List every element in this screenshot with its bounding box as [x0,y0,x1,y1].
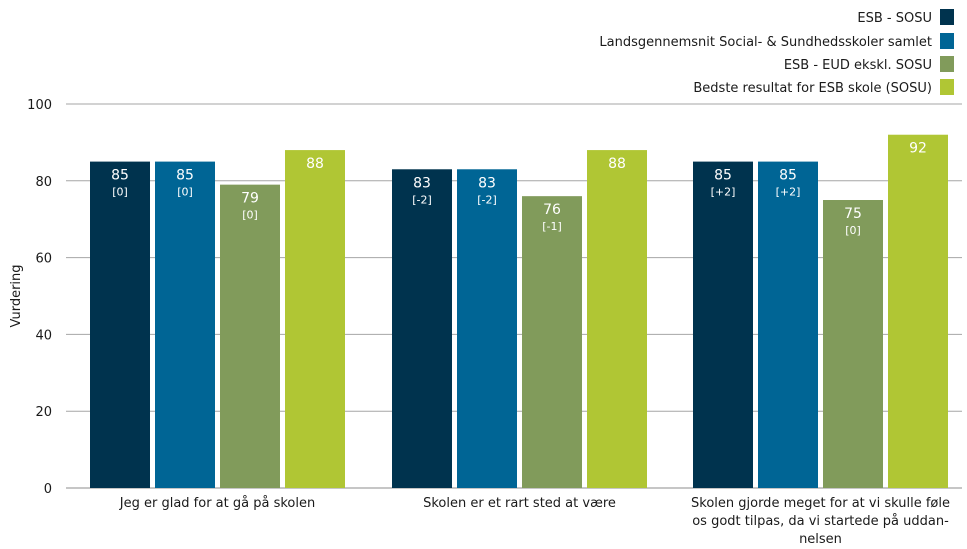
legend: ESB - SOSU Landsgennemsnit Social- & Sund… [599,9,954,96]
bar-value-label: 76 [543,202,561,218]
bar-value-label: 85 [111,168,129,184]
y-tick-label: 100 [27,98,52,113]
bar-delta-label: [-1] [542,220,562,233]
bar-delta-label: [0] [177,186,193,199]
bar [758,161,818,488]
bar [587,150,647,488]
legend-label: ESB - EUD ekskl. SOSU [784,58,932,73]
bar-delta-label: [-2] [412,193,432,206]
bar-delta-label: [0] [845,224,861,237]
bar [522,196,582,488]
bar-value-label: 79 [241,191,259,207]
y-axis-ticks: 0 20 40 60 80 100 [27,98,52,497]
bar-delta-label: [+2] [711,186,736,199]
x-category-label-line: os godt tilpas, da vi startede på uddan- [692,514,949,529]
legend-swatch [940,33,954,49]
y-tick-label: 60 [35,252,52,267]
bar-delta-label: [0] [242,209,258,222]
bar [693,161,753,488]
legend-swatch [940,79,954,95]
x-category-label-line: nelsen [799,532,842,547]
bar-value-label: 88 [608,156,626,172]
legend-swatch [940,9,954,25]
bar-value-label: 85 [176,168,194,184]
bar [823,200,883,488]
bar-delta-label: [-2] [477,193,497,206]
bar-delta-label: [0] [112,186,128,199]
bar-value-label: 83 [478,175,496,191]
x-axis-categories: Jeg er glad for at gå på skolen Skolen er… [119,496,950,547]
legend-label: ESB - SOSU [857,11,932,26]
legend-label: Bedste resultat for ESB skole (SOSU) [693,81,932,96]
bar [888,134,948,488]
bar-value-label: 83 [413,175,431,191]
x-category-label-line: Jeg er glad for at gå på skolen [119,496,315,511]
bar [392,169,452,488]
bar [285,150,345,488]
x-category-label-line: Skolen gjorde meget for at vi skulle føl… [691,496,950,511]
bar-series: 85 [0] 85 [0] 79 [0] 88 83 [-2] 83 [-2] 76 [-1] 88 85 [… [90,134,948,488]
bar-value-label: 88 [306,156,324,172]
x-category-label: Skolen er et rart sted at være [423,496,616,511]
legend-label: Landsgennemsnit Social- & Sundhedsskoler… [599,35,932,50]
x-category-label: Jeg er glad for at gå på skolen [119,496,315,511]
y-tick-label: 0 [44,482,52,497]
legend-swatch [940,56,954,72]
bar-value-label: 85 [714,168,732,184]
y-tick-label: 20 [35,405,52,420]
y-tick-label: 40 [35,328,52,343]
bar-delta-label: [+2] [776,186,801,199]
bar-value-label: 85 [779,168,797,184]
bar-value-label: 75 [844,206,862,222]
bar [155,161,215,488]
bar [220,184,280,488]
bar [457,169,517,488]
y-tick-label: 80 [35,175,52,190]
y-axis-label: Vurdering [9,264,24,327]
x-category-label: Skolen gjorde meget for at vi skulle føl… [691,496,950,547]
bar-value-label: 92 [909,141,927,157]
bar [90,161,150,488]
x-category-label-line: Skolen er et rart sted at være [423,496,616,511]
